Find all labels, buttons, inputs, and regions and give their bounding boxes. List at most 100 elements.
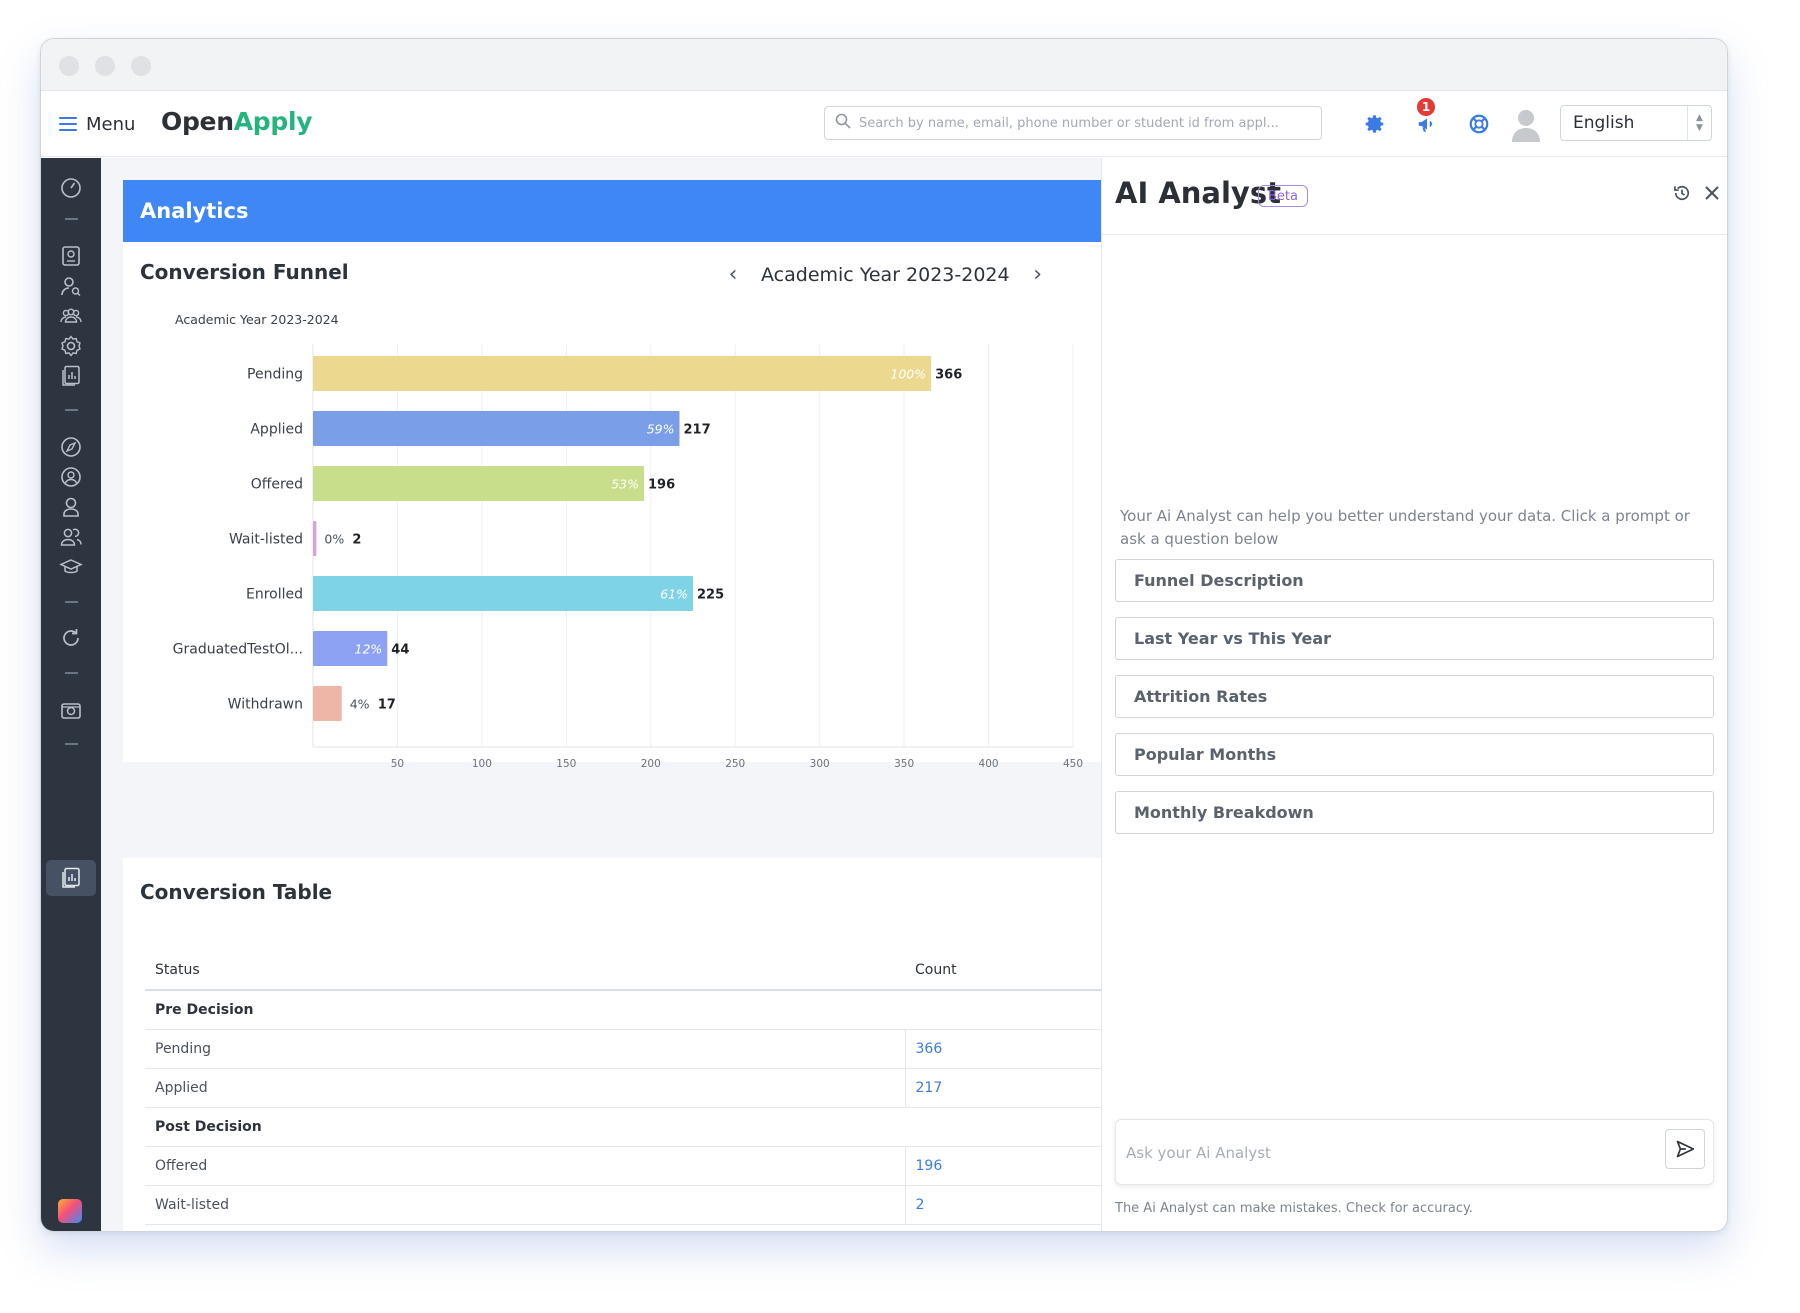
academic-year-label: Academic Year 2023-2024 [761,263,1010,286]
person-icon[interactable] [59,495,83,519]
ask-ai-input[interactable] [1126,1140,1606,1166]
reports-document-icon[interactable] [59,364,83,388]
search-icon [835,113,851,133]
profile-circle-icon[interactable] [59,465,83,489]
settings-icon[interactable] [59,334,83,358]
table-row: Pending 366 [145,1029,1101,1069]
chevron-right-icon[interactable]: › [1033,262,1043,287]
count-link[interactable]: 2 [904,1185,1101,1225]
value-label: 17 [378,698,396,713]
category-label: Wait-listed [229,532,303,548]
settings-gear-icon[interactable] [1362,111,1388,137]
sidebar-nav [41,158,101,1231]
bar [313,466,645,501]
prompt-last-year-vs-this-year[interactable]: Last Year vs This Year [1115,617,1714,660]
bar [313,686,342,721]
conversion-table-card: Conversion Table Status Count Pre Decisi… [123,858,1101,1231]
compass-icon[interactable] [59,435,83,459]
ai-panel-title: AI Analyst [1115,176,1281,210]
openapply-logo[interactable]: OpenApply [161,107,313,136]
bar [313,411,680,446]
sidebar-divider [65,601,78,603]
conversion-table: Status Count Pre Decision Pending 366 Ap… [145,950,1101,1225]
history-icon[interactable] [1669,180,1695,206]
sidebar-divider [65,218,78,220]
status-cell: Offered [145,1146,905,1186]
window-close-dot[interactable] [59,56,79,76]
window-minimize-dot[interactable] [95,56,115,76]
status-cell: Wait-listed [145,1185,905,1225]
category-label: Pending [247,367,303,383]
window-maximize-dot[interactable] [131,56,151,76]
count-link[interactable]: 366 [904,1029,1101,1069]
category-label: GraduatedTestOl... [173,642,303,658]
prompt-popular-months[interactable]: Popular Months [1115,733,1714,776]
lifebuoy-help-icon[interactable] [1466,111,1492,137]
category-label: Enrolled [246,587,303,603]
x-tick-label: 350 [894,758,914,770]
sidebar-item-analytics[interactable] [46,860,96,896]
select-arrows-icon: ▲ ▼ [1687,106,1711,140]
megaphone-icon[interactable] [1414,111,1440,137]
main-content: Analytics Conversion Funnel ‹ Academic Y… [101,158,1101,1231]
sidebar-divider [65,743,78,745]
percent-label: 4% [350,697,370,712]
panel-divider [1102,234,1727,235]
chevron-left-icon[interactable]: ‹ [728,262,738,287]
menu-label: Menu [86,113,136,135]
prompt-funnel-description[interactable]: Funnel Description [1115,559,1714,602]
send-button[interactable] [1665,1129,1705,1169]
close-icon[interactable] [1699,180,1725,206]
percent-label: 59% [647,422,675,437]
menu-button[interactable]: Menu [59,109,135,139]
user-avatar[interactable] [1507,105,1545,143]
table-header-row: Status Count [145,950,1101,991]
category-label: Offered [251,477,303,493]
x-tick-label: 250 [725,758,745,770]
language-select[interactable]: English ▲ ▼ [1560,105,1712,141]
bar [313,631,388,666]
value-label: 2 [352,533,361,548]
prompt-monthly-breakdown[interactable]: Monthly Breakdown [1115,791,1714,834]
graduation-cap-icon[interactable] [59,555,83,579]
student-records-icon[interactable] [59,244,83,268]
category-label: Applied [250,422,303,438]
parents-icon[interactable] [59,525,83,549]
search-input[interactable] [859,115,1321,131]
column-header-status: Status [145,950,905,991]
table-row: Applied 217 [145,1068,1101,1108]
table-row: Offered 196 [145,1146,1101,1186]
camera-icon[interactable] [59,698,83,722]
value-label: 217 [683,423,710,438]
column-header-count: Count [905,950,1101,991]
percent-label: 61% [660,587,688,602]
percent-label: 53% [611,477,639,492]
conversion-funnel-card: Conversion Funnel ‹ Academic Year 2023-2… [123,242,1101,770]
groups-icon[interactable] [59,304,83,328]
bar [313,576,693,611]
prompt-attrition-rates[interactable]: Attrition Rates [1115,675,1714,718]
chart-title: Academic Year 2023-2024 [175,312,339,327]
window-titlebar [41,39,1727,91]
bar [313,356,932,391]
value-label: 44 [391,643,409,658]
global-search[interactable] [824,106,1322,140]
count-link[interactable]: 196 [904,1146,1101,1186]
app-window: Menu OpenApply 1 English ▲▼ [40,38,1728,1232]
language-value: English [1573,113,1635,133]
x-tick-label: 450 [1063,758,1083,770]
percent-label: 100% [890,367,926,382]
ask-input-box [1115,1119,1714,1185]
dashboard-gauge-icon[interactable] [59,176,83,200]
x-tick-label: 150 [556,758,576,770]
product-switcher-logo-icon[interactable] [58,1199,82,1223]
refresh-icon[interactable] [59,626,83,650]
analytics-report-icon[interactable] [59,866,83,890]
count-link[interactable]: 217 [904,1068,1101,1108]
user-search-icon[interactable] [59,274,83,298]
conversion-funnel-chart: Academic Year 2023-2024 50 100 150 200 250 300… [173,312,1083,770]
sidebar-divider [65,409,78,411]
logo-text-apply: Apply [233,107,313,136]
percent-label: 0% [324,532,344,547]
group-label-post-decision: Post Decision [145,1107,1101,1147]
